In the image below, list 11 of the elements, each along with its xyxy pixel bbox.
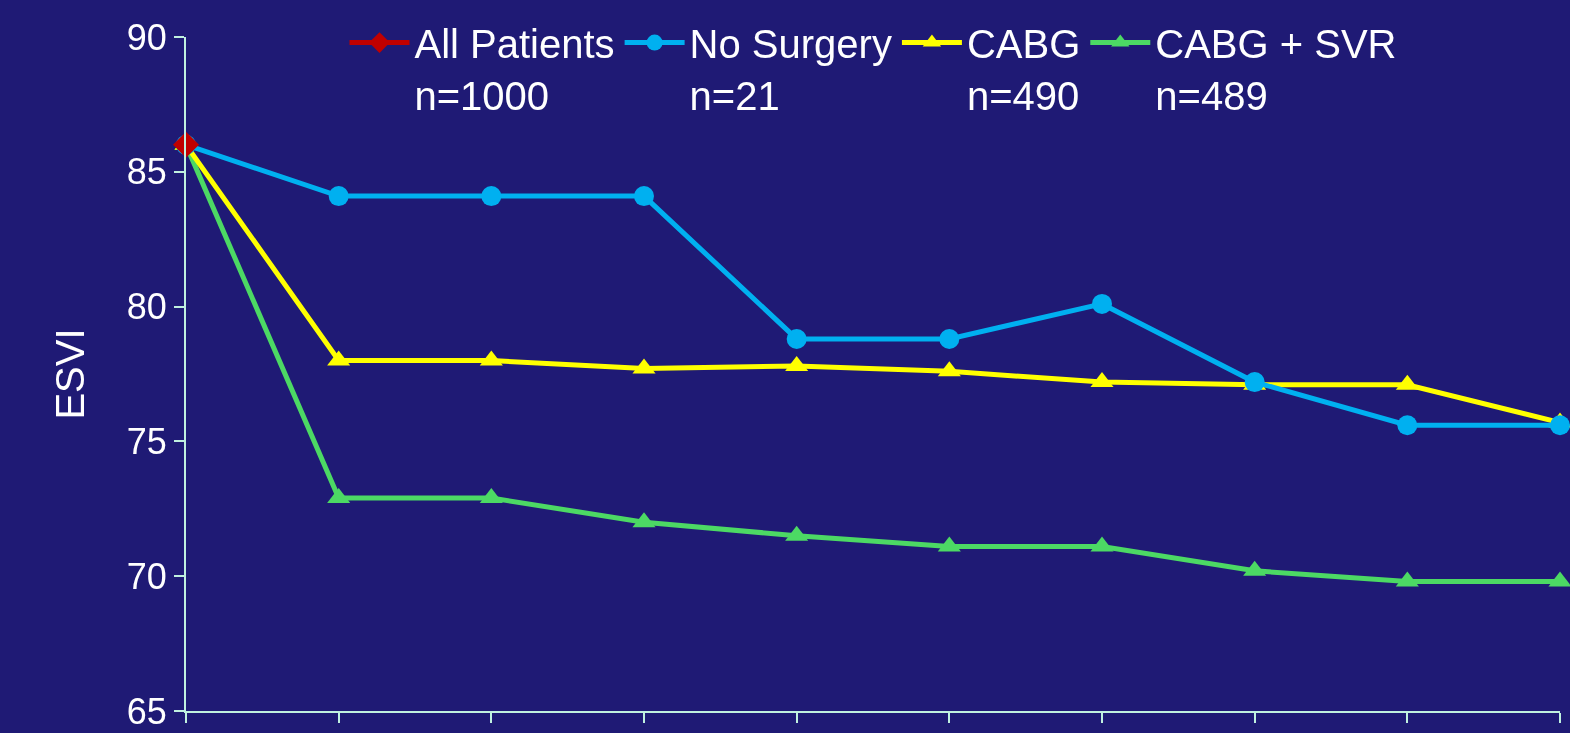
y-tick-label: 70 [126,555,167,597]
legend-label: CABG n=490 [966,22,1081,119]
y-tick-label: 85 [126,151,167,193]
y-tick-label: 90 [126,16,167,58]
y-tick-label: 80 [126,286,167,328]
y-axis-title: ESVI [47,328,92,420]
legend-label: CABG + SVR n=489 [1155,22,1397,119]
y-tick-label: 65 [126,690,167,732]
legend-label: All Patients n=1000 [414,22,615,119]
legend-label: No Surgery n=21 [689,22,892,119]
y-tick-label: 75 [126,421,167,462]
